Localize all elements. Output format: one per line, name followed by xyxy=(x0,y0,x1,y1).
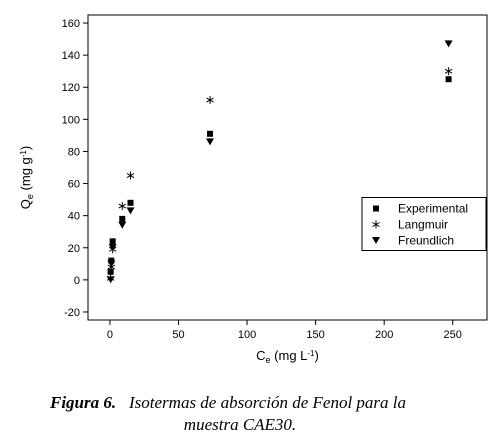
legend-box xyxy=(361,197,487,251)
marker-triangle xyxy=(106,276,115,284)
data-point xyxy=(118,202,127,211)
marker-star-stroke xyxy=(444,68,453,74)
data-point xyxy=(206,96,214,105)
legend-label: Langmuir xyxy=(398,218,448,232)
y-tick-label: 120 xyxy=(62,82,80,94)
marker-square xyxy=(445,76,452,83)
marker-square xyxy=(127,199,134,206)
y-tick-label: 160 xyxy=(62,18,80,30)
data-point xyxy=(106,276,115,284)
x-tick-label: 100 xyxy=(238,329,256,341)
data-point xyxy=(126,171,135,180)
x-tick-label: 50 xyxy=(172,329,184,341)
x-tick-label: 250 xyxy=(444,329,462,341)
data-point xyxy=(444,40,453,48)
marker-square xyxy=(373,205,379,212)
y-tick-label: 140 xyxy=(62,50,80,62)
y-tick-label: 60 xyxy=(68,179,80,191)
caption-text: Isotermas de absorción de Fenol para la xyxy=(128,393,406,412)
marker-star-stroke xyxy=(206,97,214,103)
x-axis-label-part: ) xyxy=(315,348,319,363)
y-tick-label: 100 xyxy=(62,114,80,126)
x-axis-label-part: e xyxy=(266,355,271,365)
marker-square xyxy=(207,130,214,137)
y-axis-label-part: e xyxy=(25,194,35,199)
x-tick-label: 0 xyxy=(107,329,113,341)
marker-triangle xyxy=(118,221,127,229)
y-axis-label-part: -1 xyxy=(19,150,28,158)
data-point xyxy=(109,238,116,245)
marker-star-stroke xyxy=(118,203,127,209)
data-point xyxy=(126,207,135,215)
data-point xyxy=(108,244,117,252)
legend-marker xyxy=(373,205,379,212)
y-tick-label: -20 xyxy=(64,307,80,319)
plot-frame xyxy=(87,14,488,321)
data-point xyxy=(444,67,453,76)
y-axis-label-part: ) xyxy=(18,146,33,150)
marker-triangle xyxy=(444,40,453,48)
x-axis-label-part: -1 xyxy=(307,349,315,358)
data-point xyxy=(207,130,214,137)
y-tick-label: 20 xyxy=(68,243,80,255)
y-tick-label: 0 xyxy=(74,275,80,287)
x-tick-label: 150 xyxy=(306,329,324,341)
marker-star-stroke xyxy=(126,173,135,178)
marker-star-stroke xyxy=(372,222,380,227)
x-axis-label-part: C xyxy=(256,348,265,363)
caption-label: Figura 6. xyxy=(49,393,116,412)
marker-triangle xyxy=(108,244,117,252)
y-axis-label-part: Q xyxy=(18,199,33,209)
legend-marker xyxy=(372,220,380,229)
marker-triangle xyxy=(372,237,380,244)
legend-marker xyxy=(372,237,380,244)
marker-triangle xyxy=(206,138,215,146)
marker-square xyxy=(119,215,126,222)
y-axis-label: Qe (mg g-1) xyxy=(18,146,35,209)
y-axis-label-part: (mg g xyxy=(18,157,33,194)
data-point xyxy=(127,199,134,206)
data-point xyxy=(118,221,127,229)
y-tick-label: 40 xyxy=(68,211,80,223)
data-point xyxy=(107,268,114,275)
legend-label: Experimental xyxy=(398,202,468,216)
legend-label: Freundlich xyxy=(398,234,454,248)
x-axis-label-part: (mg L xyxy=(271,348,308,363)
data-point xyxy=(445,76,452,83)
marker-triangle xyxy=(107,260,116,268)
x-tick-label: 200 xyxy=(375,329,393,341)
marker-square xyxy=(109,238,116,245)
data-point xyxy=(107,260,116,268)
caption-text: muestra CAE30. xyxy=(184,415,296,434)
data-point xyxy=(206,138,215,146)
marker-triangle xyxy=(126,207,135,215)
y-tick-label: 80 xyxy=(68,146,80,158)
data-point xyxy=(119,215,126,222)
legend: Experimental Langmuir Freundlich xyxy=(361,197,487,251)
x-axis-label: Ce (mg L-1) xyxy=(256,348,319,365)
marker-square xyxy=(107,268,114,275)
